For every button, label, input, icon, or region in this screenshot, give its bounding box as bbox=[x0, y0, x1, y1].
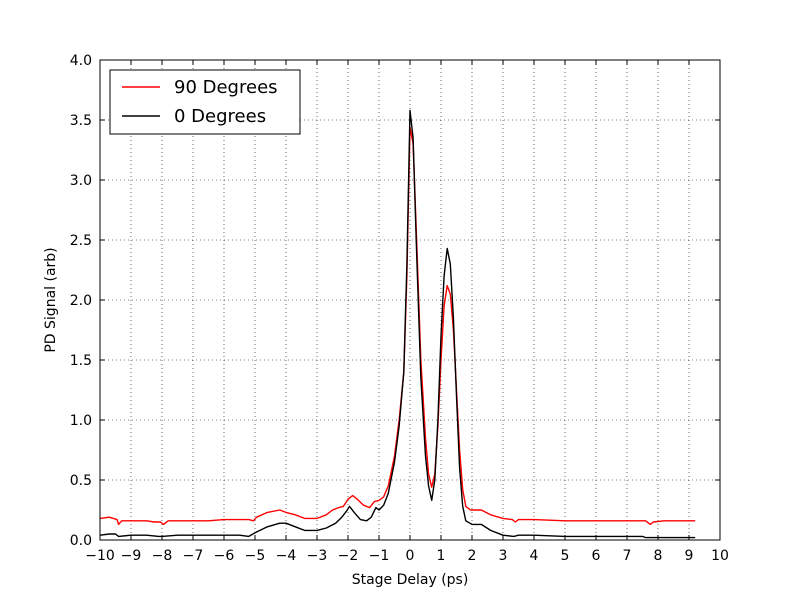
y-tick-label: 3.0 bbox=[70, 173, 92, 189]
y-axis-label: PD Signal (arb) bbox=[43, 247, 59, 352]
axis-ticks bbox=[99, 59, 721, 541]
x-tick-label: −9 bbox=[121, 548, 142, 564]
x-tick-label: −6 bbox=[214, 548, 235, 564]
y-tick-label: 0.0 bbox=[70, 533, 92, 549]
grid-lines bbox=[99, 59, 721, 541]
series-line-90-degrees bbox=[99, 126, 696, 526]
x-tick-label: 10 bbox=[711, 548, 729, 564]
x-tick-label: 9 bbox=[685, 548, 694, 564]
x-tick-label: 8 bbox=[654, 548, 663, 564]
x-tick-label: −10 bbox=[85, 548, 115, 564]
x-tick-label: −8 bbox=[152, 548, 173, 564]
series-lines bbox=[99, 109, 696, 539]
y-tick-labels: 0.0 0.5 1.0 1.5 2.0 2.5 3.0 3.5 4.0 bbox=[70, 53, 92, 549]
series-line-0-degrees bbox=[99, 109, 696, 539]
x-tick-label: −2 bbox=[338, 548, 359, 564]
y-tick-label: 1.0 bbox=[70, 413, 92, 429]
x-tick-label: 7 bbox=[623, 548, 632, 564]
y-tick-label: 2.0 bbox=[70, 293, 92, 309]
y-tick-label: 1.5 bbox=[70, 353, 92, 369]
x-tick-label: −3 bbox=[307, 548, 328, 564]
x-tick-label: 4 bbox=[530, 548, 539, 564]
x-tick-label: 2 bbox=[468, 548, 477, 564]
x-tick-label: 5 bbox=[561, 548, 570, 564]
legend-box bbox=[109, 69, 301, 135]
x-tick-label: −7 bbox=[183, 548, 204, 564]
x-tick-label: 6 bbox=[592, 548, 601, 564]
x-tick-label: −5 bbox=[245, 548, 266, 564]
x-tick-label: −1 bbox=[369, 548, 390, 564]
x-axis-label: Stage Delay (ps) bbox=[352, 572, 469, 588]
y-tick-label: 3.5 bbox=[70, 113, 92, 129]
x-tick-labels: −10 −9 −8 −7 −6 −5 −4 −3 −2 −1 0 1 2 3 4 5 6 7 8 9 10 bbox=[85, 548, 729, 564]
legend-label-0-degrees: 0 Degrees bbox=[174, 106, 266, 127]
y-tick-label: 4.0 bbox=[70, 53, 92, 69]
x-tick-label: 3 bbox=[499, 548, 508, 564]
y-tick-label: 0.5 bbox=[70, 473, 92, 489]
x-tick-label: 1 bbox=[437, 548, 446, 564]
x-tick-label: 0 bbox=[406, 548, 415, 564]
y-tick-label: 2.5 bbox=[70, 233, 92, 249]
legend-label-90-degrees: 90 Degrees bbox=[174, 77, 278, 98]
legend: 90 Degrees 0 Degrees bbox=[109, 69, 301, 135]
x-tick-label: −4 bbox=[276, 548, 297, 564]
